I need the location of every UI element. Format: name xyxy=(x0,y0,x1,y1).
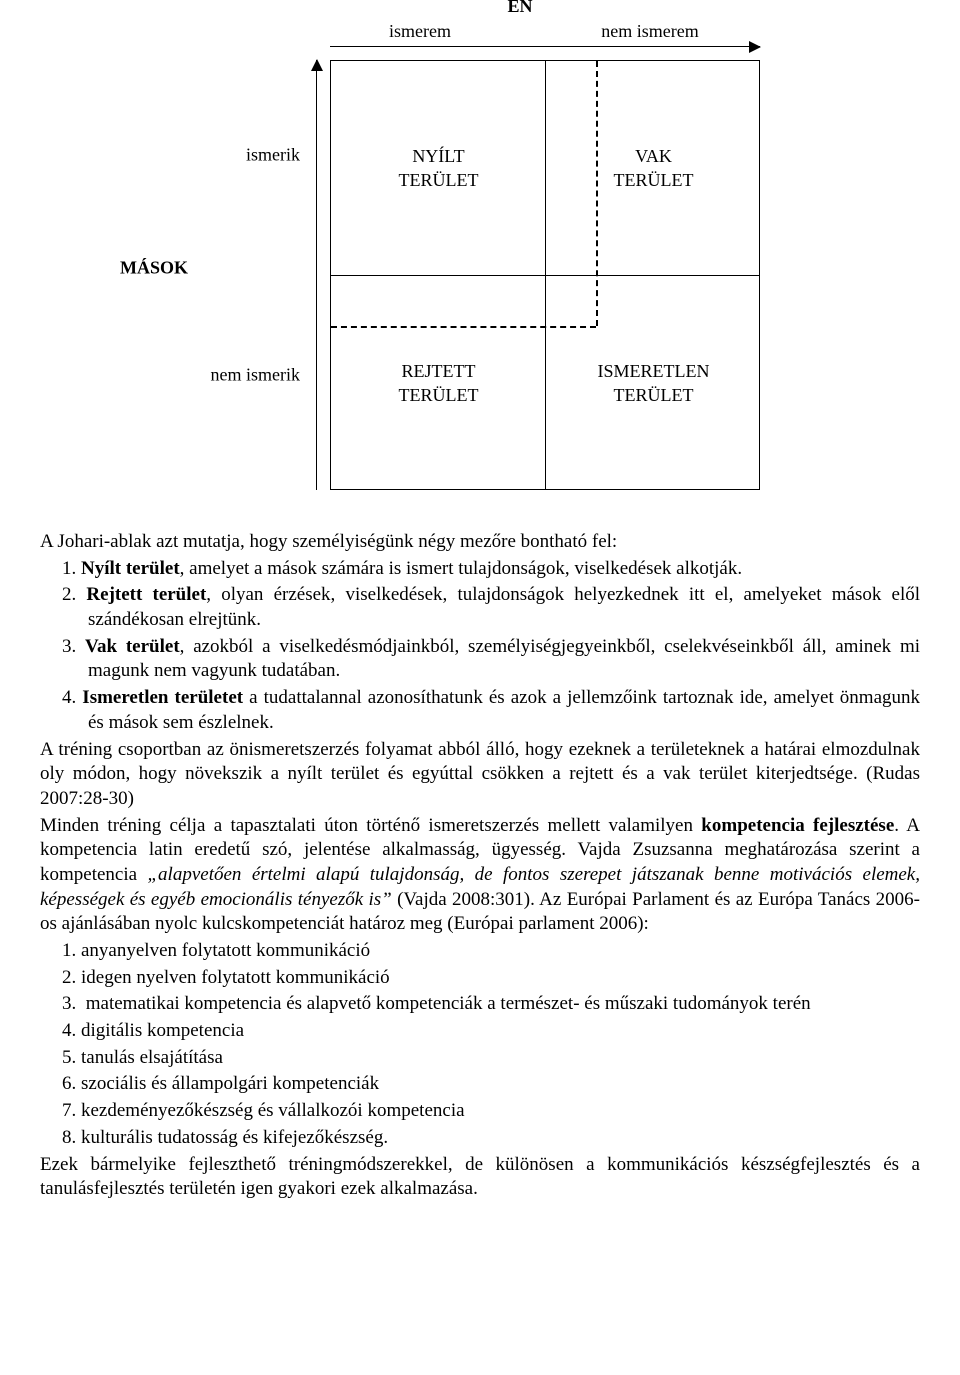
area-item-4: 4. Ismeretlen területet a tudattalannal … xyxy=(40,686,920,735)
num-1: 1. xyxy=(62,558,76,579)
comp-7: 7. kezdeményezőkészség és vállalkozói ko… xyxy=(40,1099,920,1124)
left-arrow xyxy=(316,60,317,490)
num-3: 3. xyxy=(62,636,76,657)
area-list: 1. Nyílt terület, amelyet a mások számár… xyxy=(40,557,920,736)
axis-left-top-label: ismerik xyxy=(246,143,300,166)
rest-3: , azokból a viselkedésmódjainkból, szemé… xyxy=(88,636,920,682)
area-item-2: 2. Rejtett terület, olyan érzések, visel… xyxy=(40,583,920,632)
axis-top-right-label: nem ismerem xyxy=(601,20,698,43)
paragraph-trening: A tréning csoportban az önismeretszerzés… xyxy=(40,738,920,812)
comp-1: 1. anyanyelven folytatott kommunikáció xyxy=(40,939,920,964)
paragraph-ezek: Ezek bármelyike fejleszthető tréningmóds… xyxy=(40,1153,920,1202)
comp-2: 2. idegen nyelven folytatott kommunikáci… xyxy=(40,966,920,991)
axis-left-title: MÁSOK xyxy=(120,256,188,279)
bold-4: Ismeretlen területet xyxy=(82,687,243,708)
quadrant-hidden: REJTETT TERÜLET xyxy=(331,276,546,491)
johari-grid: NYÍLT TERÜLET VAK TERÜLET REJTETT TERÜLE… xyxy=(330,60,760,490)
num-4: 4. xyxy=(62,687,76,708)
diagram-canvas: ÉN ismerem nem ismerem MÁSOK ismerik nem… xyxy=(120,0,840,500)
bold-2: Rejtett terület xyxy=(86,584,206,605)
comp-6: 6. szociális és állampolgári kompetenciá… xyxy=(40,1072,920,1097)
axis-left-bottom-label: nem ismerik xyxy=(211,363,300,386)
competence-list-2: 4. digitális kompetencia 5. tanulás elsa… xyxy=(40,1019,920,1150)
area-item-1: 1. Nyílt terület, amelyet a mások számár… xyxy=(40,557,920,582)
axis-top-title: ÉN xyxy=(507,0,532,18)
comp-3-num: 3. xyxy=(62,993,76,1014)
minden-bold: kompetencia fejlesztése xyxy=(701,815,894,836)
comp-5: 5. tanulás elsajátítása xyxy=(40,1046,920,1071)
bold-3: Vak terület xyxy=(85,636,180,657)
competence-list: 1. anyanyelven folytatott kommunikáció 2… xyxy=(40,939,920,990)
num-2: 2. xyxy=(62,584,76,605)
axis-top-left-label: ismerem xyxy=(389,20,451,43)
comp-3-text: matematikai kompetencia és alapvető komp… xyxy=(86,993,811,1014)
rest-2: , olyan érzések, viselkedések, tulajdons… xyxy=(88,584,920,630)
comp-3: 3. matematikai kompetencia és alapvető k… xyxy=(40,992,920,1017)
quadrant-blind: VAK TERÜLET xyxy=(546,61,761,276)
comp-4: 4. digitális kompetencia xyxy=(40,1019,920,1044)
quadrant-unknown: ISMERETLEN TERÜLET xyxy=(546,276,761,491)
quadrant-open: NYÍLT TERÜLET xyxy=(331,61,546,276)
paragraph-minden: Minden tréning célja a tapasztalati úton… xyxy=(40,814,920,937)
johari-diagram: ÉN ismerem nem ismerem MÁSOK ismerik nem… xyxy=(40,0,920,500)
top-arrow xyxy=(330,46,760,47)
minden-a: Minden tréning célja a tapasztalati úton… xyxy=(40,815,701,836)
intro-text: A Johari-ablak azt mutatja, hogy személy… xyxy=(40,530,920,555)
bold-1: Nyílt terület xyxy=(81,558,180,579)
comp-8: 8. kulturális tudatosság és kifejezőkész… xyxy=(40,1126,920,1151)
rest-1: , amelyet a mások számára is ismert tula… xyxy=(180,558,742,579)
area-item-3: 3. Vak terület, azokból a viselkedésmódj… xyxy=(40,635,920,684)
